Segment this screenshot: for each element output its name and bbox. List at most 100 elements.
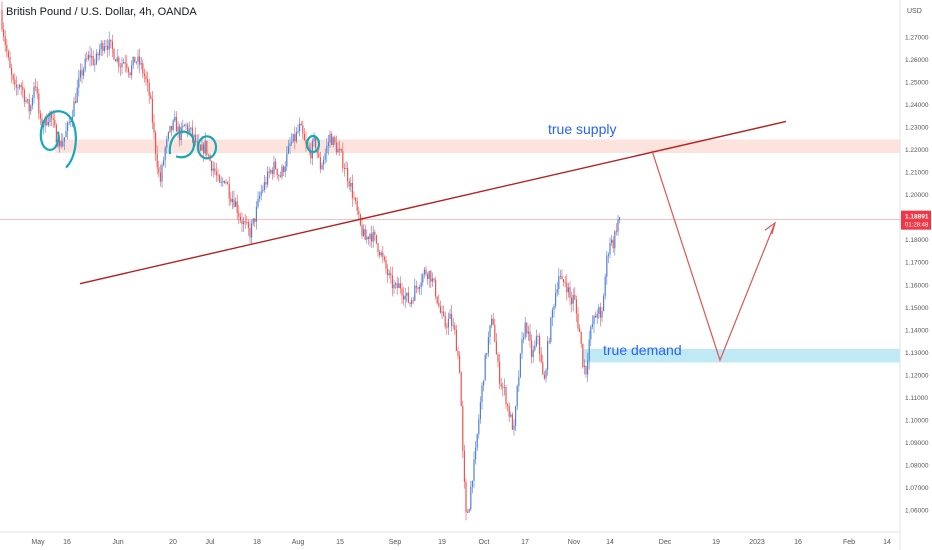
candle-body xyxy=(439,306,441,313)
candle-body xyxy=(369,233,371,240)
candle-body xyxy=(331,134,333,146)
candle-body xyxy=(14,79,16,85)
candle-body xyxy=(222,180,224,183)
supply-zone[interactable] xyxy=(55,139,900,153)
candle-body xyxy=(425,269,427,275)
candle-body xyxy=(294,134,296,142)
candle-body xyxy=(235,201,237,207)
price-tick-label: 1.27000 xyxy=(905,35,929,42)
candle-body xyxy=(505,387,507,405)
candle-body xyxy=(223,180,225,184)
candle-body xyxy=(390,273,392,276)
candle-body xyxy=(89,54,91,58)
candle-body xyxy=(339,148,341,150)
circle-annotation[interactable] xyxy=(168,130,196,159)
candle-body xyxy=(166,138,168,148)
supply-label: true supply xyxy=(548,121,616,137)
candle-body xyxy=(463,450,465,482)
candle-body xyxy=(476,434,478,448)
candle-body xyxy=(396,283,398,289)
candle-body xyxy=(478,419,480,435)
candle-body xyxy=(289,143,291,146)
last-price-badge xyxy=(901,210,931,230)
candle-body xyxy=(513,425,515,430)
candle-body xyxy=(260,191,262,196)
candle-body xyxy=(219,175,221,183)
candle-body xyxy=(185,124,187,126)
candle-body xyxy=(393,284,395,289)
candle-body xyxy=(572,295,574,304)
candle-body xyxy=(579,328,581,332)
candle-body xyxy=(142,63,144,74)
candle-body xyxy=(553,305,555,310)
candle-body xyxy=(214,168,216,172)
time-tick-label: 14 xyxy=(883,539,891,546)
candle-body xyxy=(132,56,134,66)
candle-body xyxy=(398,283,400,289)
candle-body xyxy=(257,198,259,207)
candle-body xyxy=(375,234,377,244)
candle-body xyxy=(172,120,174,131)
candle-body xyxy=(420,282,422,288)
candle-body xyxy=(539,336,541,354)
candle-body xyxy=(417,287,419,289)
candle-body xyxy=(406,292,408,296)
candle-body xyxy=(110,39,112,42)
circle-annotation[interactable] xyxy=(305,134,321,154)
candle-body xyxy=(127,68,129,73)
candle-body xyxy=(321,164,323,170)
candle-body xyxy=(455,330,457,351)
candle-body xyxy=(497,354,499,362)
candle-body xyxy=(228,184,230,199)
candle-body xyxy=(118,57,120,67)
candle-body xyxy=(422,274,424,283)
projection-path[interactable] xyxy=(651,150,776,362)
candle-body xyxy=(452,325,454,327)
candle-body xyxy=(499,361,501,384)
candle-body xyxy=(468,509,470,513)
candle-body xyxy=(591,324,593,327)
candle-body xyxy=(28,99,30,112)
candle-body xyxy=(156,153,158,168)
candle-body xyxy=(495,341,497,355)
candle-body xyxy=(470,486,472,510)
price-tick-label: 1.25000 xyxy=(905,80,929,87)
candle-body xyxy=(358,210,360,215)
candle-body xyxy=(518,377,520,386)
candle-body xyxy=(484,354,486,381)
candle-body xyxy=(123,62,125,64)
candle-body xyxy=(188,128,190,132)
candle-body xyxy=(254,218,256,222)
candle-body xyxy=(481,385,483,402)
candle-body xyxy=(86,58,88,60)
candle-body xyxy=(11,67,13,75)
candle-body xyxy=(548,341,550,343)
candle-body xyxy=(76,87,78,103)
candle-body xyxy=(415,285,417,288)
circle-annotation[interactable] xyxy=(196,135,218,160)
candle-body xyxy=(523,337,525,340)
candle-body xyxy=(555,292,557,306)
circle-annotation[interactable] xyxy=(39,110,77,169)
demand-zone[interactable] xyxy=(583,348,900,363)
price-tick-label: 1.21000 xyxy=(905,170,929,177)
candle-body xyxy=(111,41,113,49)
candle-body xyxy=(342,151,344,168)
supply-trendline[interactable] xyxy=(79,120,787,285)
time-axis: May 16 Jun 20 Jul 18 Aug 15 Sep 19 Oct 17 Nov 14 Dec 19… xyxy=(0,531,900,546)
candle-body xyxy=(343,167,345,170)
candle-body xyxy=(91,56,93,58)
candle-body xyxy=(534,345,536,351)
candle-body xyxy=(527,331,529,334)
candle-body xyxy=(47,122,49,126)
candle-body xyxy=(43,125,45,128)
candle-body xyxy=(79,70,81,78)
candle-body xyxy=(196,141,198,143)
candle-body xyxy=(97,53,99,56)
candle-body xyxy=(7,51,9,58)
candle-body xyxy=(423,269,425,275)
time-tick-label: Feb xyxy=(843,539,855,546)
candle-body xyxy=(515,406,517,426)
candle-body xyxy=(503,387,505,388)
